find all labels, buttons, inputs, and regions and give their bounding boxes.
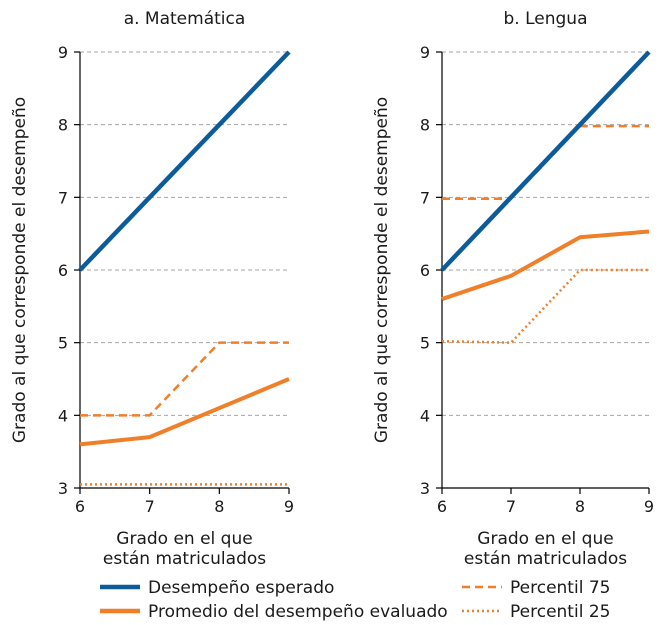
x-axis-label: Grado en el que — [477, 529, 613, 549]
x-tick-label: 9 — [284, 497, 294, 516]
x-axis-label: están matriculados — [464, 549, 627, 569]
series-line-p25 — [441, 268, 649, 344]
y-tick-label: 9 — [58, 43, 68, 62]
y-axis-label: Grado al que corresponde el desempeño — [10, 97, 30, 443]
legend-item-p25: Percentil 25 — [462, 602, 610, 622]
series-line-average — [441, 229, 650, 301]
legend-label: Percentil 25 — [510, 602, 610, 622]
y-tick-label: 5 — [420, 334, 430, 353]
y-tick-label: 6 — [420, 261, 430, 280]
legend: Desempeño esperado Promedio del desempeño… — [100, 578, 610, 622]
panel-title: a. Matemática — [124, 9, 246, 29]
y-tick-label: 7 — [420, 188, 430, 207]
legend-item-expected: Desempeño esperado — [100, 578, 334, 598]
panel-title: b. Lengua — [504, 9, 588, 29]
y-tick-label: 4 — [420, 406, 430, 425]
y-tick-label: 8 — [58, 116, 68, 135]
x-tick-label: 7 — [506, 497, 516, 516]
legend-label: Desempeño esperado — [148, 578, 334, 598]
y-axis-label: Grado al que corresponde el desempeño — [372, 97, 392, 443]
x-axis-label: están matriculados — [103, 549, 266, 569]
y-tick-label: 8 — [420, 116, 430, 135]
y-tick-label: 7 — [58, 188, 68, 207]
y-tick-label: 6 — [58, 261, 68, 280]
x-axis-label: Grado en el que — [116, 529, 252, 549]
y-tick-label: 9 — [420, 43, 430, 62]
x-tick-label: 8 — [214, 497, 224, 516]
y-tick-label: 5 — [58, 334, 68, 353]
x-tick-label: 6 — [75, 497, 85, 516]
x-tick-label: 8 — [575, 497, 585, 516]
series-line-expected — [440, 50, 651, 272]
y-tick-label: 3 — [58, 479, 68, 498]
x-tick-label: 7 — [145, 497, 155, 516]
legend-item-average: Promedio del desempeño evaluado — [100, 602, 448, 622]
legend-item-p75: Percentil 75 — [462, 578, 610, 598]
x-tick-label: 9 — [644, 497, 654, 516]
series-line-average — [79, 377, 290, 447]
legend-label: Promedio del desempeño evaluado — [148, 602, 448, 622]
y-tick-label: 3 — [420, 479, 430, 498]
panel-a: a. Matemática 3 4 5 6 7 8 9 6 7 8 9 Grado en el quee… — [10, 9, 294, 569]
x-tick-label: 6 — [437, 497, 447, 516]
legend-label: Percentil 75 — [510, 578, 610, 598]
series-line-expected — [78, 50, 291, 272]
y-tick-label: 4 — [58, 406, 68, 425]
panel-b: b. Lengua 3 4 5 6 7 8 9 6 7 8 9 Grado en el queestán… — [372, 9, 654, 569]
series-line-p75 — [80, 341, 289, 417]
